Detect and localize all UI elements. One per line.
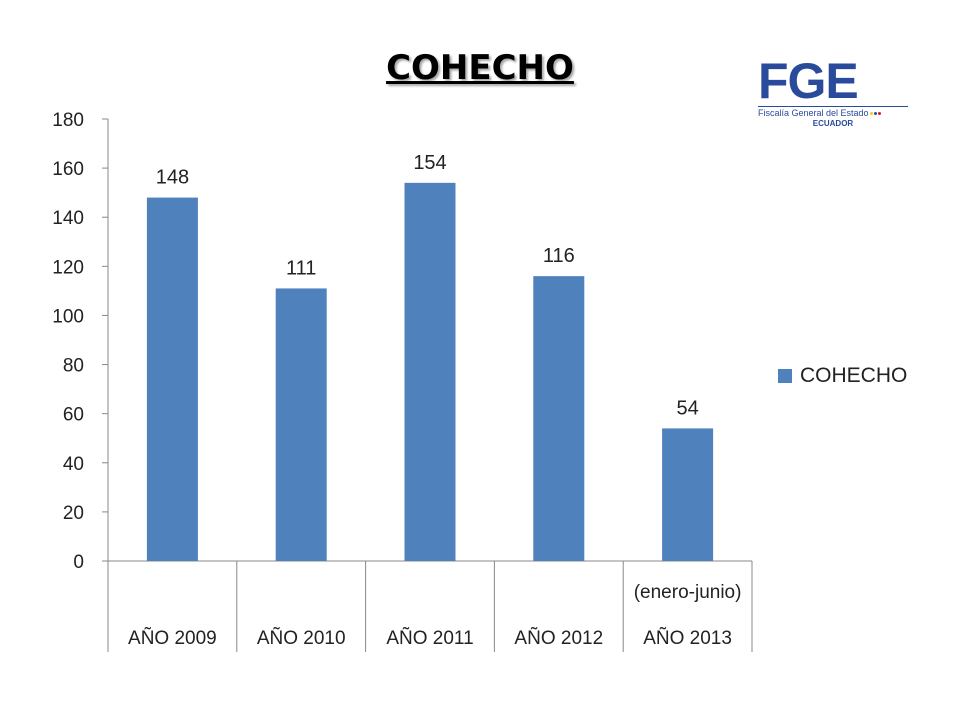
legend: COHECHO (778, 364, 907, 388)
bar (275, 288, 327, 561)
y-tick-label: 40 (63, 454, 84, 475)
bar (404, 182, 456, 561)
bar (533, 276, 585, 561)
y-tick-label: 20 (63, 503, 84, 524)
category-note: (enero-junio) (634, 582, 742, 603)
logo-subtitle: Fiscalía General del Estado (758, 106, 908, 118)
y-tick-label: 80 (63, 356, 84, 377)
logo-country: ECUADOR (812, 119, 854, 128)
bar (662, 428, 714, 561)
data-label: 116 (543, 245, 575, 267)
y-tick-label: 120 (52, 257, 84, 278)
category-label: AÑO 2009 (128, 627, 217, 649)
category-label: AÑO 2013 (643, 627, 732, 649)
data-label: 148 (156, 167, 189, 189)
y-tick-label: 140 (52, 208, 84, 229)
legend-swatch (778, 369, 792, 383)
category-label: AÑO 2012 (514, 627, 603, 649)
data-label: 111 (286, 257, 316, 279)
data-label: 154 (413, 152, 446, 174)
data-label: 54 (676, 397, 698, 419)
bar (146, 197, 198, 562)
chart-title: COHECHO (386, 48, 574, 88)
y-tick-label: 0 (73, 552, 84, 573)
category-label: AÑO 2011 (386, 627, 473, 649)
y-tick-label: 60 (63, 405, 84, 426)
fge-logo: FGE Fiscalía General del Estado ECUADOR (758, 56, 908, 134)
y-tick-label: 100 (52, 306, 84, 327)
y-tick-label: 180 (52, 110, 84, 131)
category-label: AÑO 2010 (257, 627, 346, 649)
y-tick-label: 160 (52, 159, 84, 180)
legend-label: COHECHO (800, 364, 908, 387)
logo-letters: FGE (758, 53, 859, 109)
